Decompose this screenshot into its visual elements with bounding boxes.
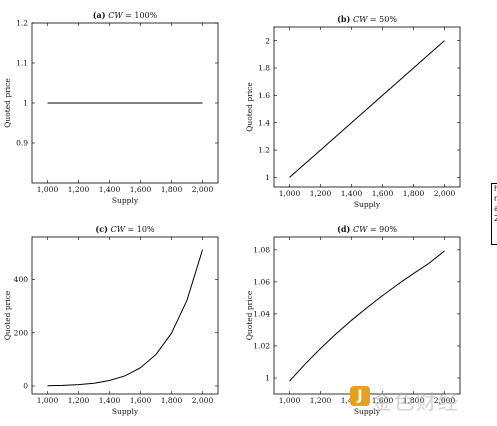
chart-title-variable: CW (108, 11, 123, 20)
chart-title-variable: CW (353, 15, 368, 24)
y-tick-label: 1.2 (258, 146, 270, 155)
y-tick-label: 1.2 (16, 19, 28, 28)
chart-title: (a) CW = 100% (93, 10, 158, 20)
x-tick-label: 1,000 (279, 396, 301, 405)
side-text-line: h (494, 184, 497, 194)
x-tick-label: 1,600 (372, 189, 394, 198)
y-tick-label: 1.06 (253, 277, 270, 286)
x-axis-label: Supply (354, 200, 381, 209)
chart-title: (d) CW = 90% (337, 224, 397, 234)
x-tick-label: 1,800 (403, 189, 425, 198)
chart-title-rest: = 10% (125, 225, 155, 234)
watermark-logo-icon: J (350, 386, 370, 406)
x-tick-label: 1,200 (310, 396, 332, 405)
chart-title: (b) CW = 50% (337, 14, 397, 24)
y-tick-label: 1.6 (258, 91, 270, 100)
x-tick-label: 1,400 (99, 396, 121, 405)
x-tick-label: 2,000 (434, 189, 456, 198)
y-tick-label: 1 (265, 173, 270, 182)
y-tick-label: 1.08 (253, 245, 270, 254)
x-axis-label: Supply (112, 407, 139, 416)
series-line (289, 250, 445, 382)
y-axis-label: Quoted price (3, 78, 12, 128)
plot-frame (273, 26, 461, 188)
x-tick-label: 1,800 (161, 185, 183, 194)
x-axis-label: Supply (354, 407, 381, 416)
x-tick-label: 1,200 (310, 189, 332, 198)
x-tick-label: 2,000 (192, 396, 214, 405)
y-tick-label: 200 (14, 328, 29, 337)
y-tick-label: 1.1 (16, 59, 28, 68)
x-tick-label: 1,400 (99, 185, 121, 194)
chart-panel: 1,000 1,200 1,400 1,600 1,800 2,000 0 200 400 Sup… (3, 224, 219, 416)
x-tick-label: 1,600 (372, 396, 394, 405)
y-tick-label: 1.8 (258, 64, 270, 73)
y-tick-label: 1 (23, 99, 28, 108)
x-tick-label: 1,000 (37, 185, 59, 194)
x-tick-label: 1,800 (161, 396, 183, 405)
chart-title-prefix: (d) (337, 224, 353, 234)
x-tick-label: 1,800 (403, 396, 425, 405)
watermark-text: 金色财经 (372, 390, 460, 414)
x-tick-label: 1,400 (341, 189, 363, 198)
y-tick-label: 1.4 (258, 118, 270, 127)
plot-frame (31, 236, 219, 395)
y-tick-label: 400 (14, 275, 29, 284)
series-line (289, 40, 445, 178)
chart-title-prefix: (b) (337, 14, 353, 24)
chart-title: (c) CW = 10% (95, 224, 155, 234)
watermark: J 金色财经 (348, 384, 478, 414)
y-tick-label: 0.9 (16, 139, 28, 148)
y-axis-label: Quoted price (245, 82, 254, 132)
chart-panel: 1,000 1,200 1,400 1,600 1,800 2,000 1 1.2 1.4 1.6… (245, 14, 461, 209)
x-tick-label: 1,000 (279, 189, 301, 198)
y-axis-label: Quoted price (3, 290, 12, 340)
side-text-line: n (494, 194, 497, 204)
x-tick-label: 1,600 (130, 396, 152, 405)
clipped-side-panel: h n a 2 (491, 183, 497, 245)
x-tick-label: 1,200 (68, 396, 90, 405)
x-axis-label: Supply (112, 196, 139, 205)
chart-title-prefix: (c) (95, 224, 110, 234)
x-tick-label: 2,000 (434, 396, 456, 405)
y-axis-label: Quoted price (245, 290, 254, 340)
x-tick-label: 2,000 (192, 185, 214, 194)
series-line (47, 249, 203, 387)
side-text-line: 2 (494, 214, 497, 224)
chart-title-rest: = 100% (123, 11, 158, 20)
chart-panel: 1,000 1,200 1,400 1,600 1,800 2,000 0.9 1 1.1 1.2… (3, 10, 219, 205)
chart-title-variable: CW (353, 225, 368, 234)
side-text-line: a (494, 204, 497, 214)
y-tick-label: 0 (23, 382, 28, 391)
x-tick-label: 1,000 (37, 396, 59, 405)
chart-title-prefix: (a) (93, 10, 109, 20)
y-tick-label: 1 (265, 374, 270, 383)
chart-title-rest: = 90% (367, 225, 397, 234)
y-tick-label: 1.04 (253, 309, 270, 318)
y-tick-label: 2 (265, 36, 270, 45)
x-tick-label: 1,600 (130, 185, 152, 194)
x-tick-label: 1,200 (68, 185, 90, 194)
y-tick-label: 1.02 (253, 342, 270, 351)
chart-title-rest: = 50% (367, 15, 397, 24)
chart-title-variable: CW (111, 225, 126, 234)
